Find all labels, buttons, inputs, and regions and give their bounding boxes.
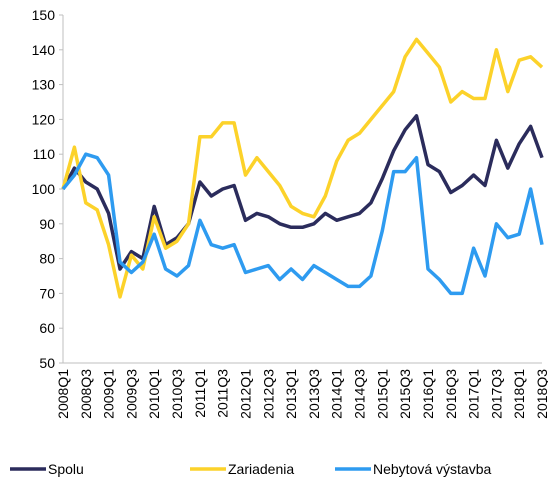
x-tick-label: 2011Q1 — [192, 369, 208, 418]
x-tick-label: 2012Q3 — [260, 369, 276, 419]
legend-label: Spolu — [48, 461, 84, 477]
y-tick-label: 100 — [32, 181, 56, 197]
y-tick-label: 120 — [32, 111, 56, 127]
x-tick-label: 2015Q3 — [397, 369, 413, 419]
x-tick-label: 2013Q1 — [283, 369, 299, 419]
x-tick-label: 2018Q1 — [511, 369, 527, 419]
x-tick-label: 2015Q1 — [374, 369, 390, 419]
x-tick-label: 2008Q3 — [78, 369, 94, 419]
y-tick-label: 60 — [39, 320, 55, 336]
y-tick-label: 140 — [32, 42, 56, 58]
x-tick-label: 2017Q1 — [466, 369, 482, 419]
x-tick-label: 2018Q3 — [534, 369, 548, 419]
series-line — [61, 152, 544, 296]
y-tick-label: 80 — [39, 251, 55, 267]
x-tick-label: 2008Q1 — [55, 369, 71, 419]
y-tick-label: 50 — [39, 355, 55, 371]
series-line — [61, 37, 544, 299]
x-tick-label: 2016Q1 — [420, 369, 436, 419]
x-tick-label: 2010Q3 — [169, 369, 185, 419]
y-tick-label: 150 — [32, 7, 56, 23]
x-tick-label: 2014Q1 — [329, 369, 345, 419]
x-tick-label: 2010Q1 — [146, 369, 162, 419]
y-tick-label: 90 — [39, 216, 55, 232]
x-tick-label: 2009Q3 — [123, 369, 139, 419]
series-line — [61, 114, 544, 271]
x-tick-label: 2009Q1 — [101, 369, 117, 419]
y-tick-label: 130 — [32, 77, 56, 93]
y-tick-label: 110 — [33, 146, 56, 162]
x-tick-label: 2011Q3 — [215, 369, 231, 418]
x-tick-label: 2016Q3 — [443, 369, 459, 419]
y-tick-label: 70 — [39, 285, 55, 301]
legend-label: Zariadenia — [228, 461, 294, 477]
x-tick-label: 2013Q3 — [306, 369, 322, 419]
legend-label: Nebytová výstavba — [373, 461, 491, 477]
x-tick-label: 2017Q3 — [488, 369, 504, 419]
x-tick-label: 2012Q1 — [237, 369, 253, 419]
x-tick-label: 2014Q3 — [352, 369, 368, 419]
